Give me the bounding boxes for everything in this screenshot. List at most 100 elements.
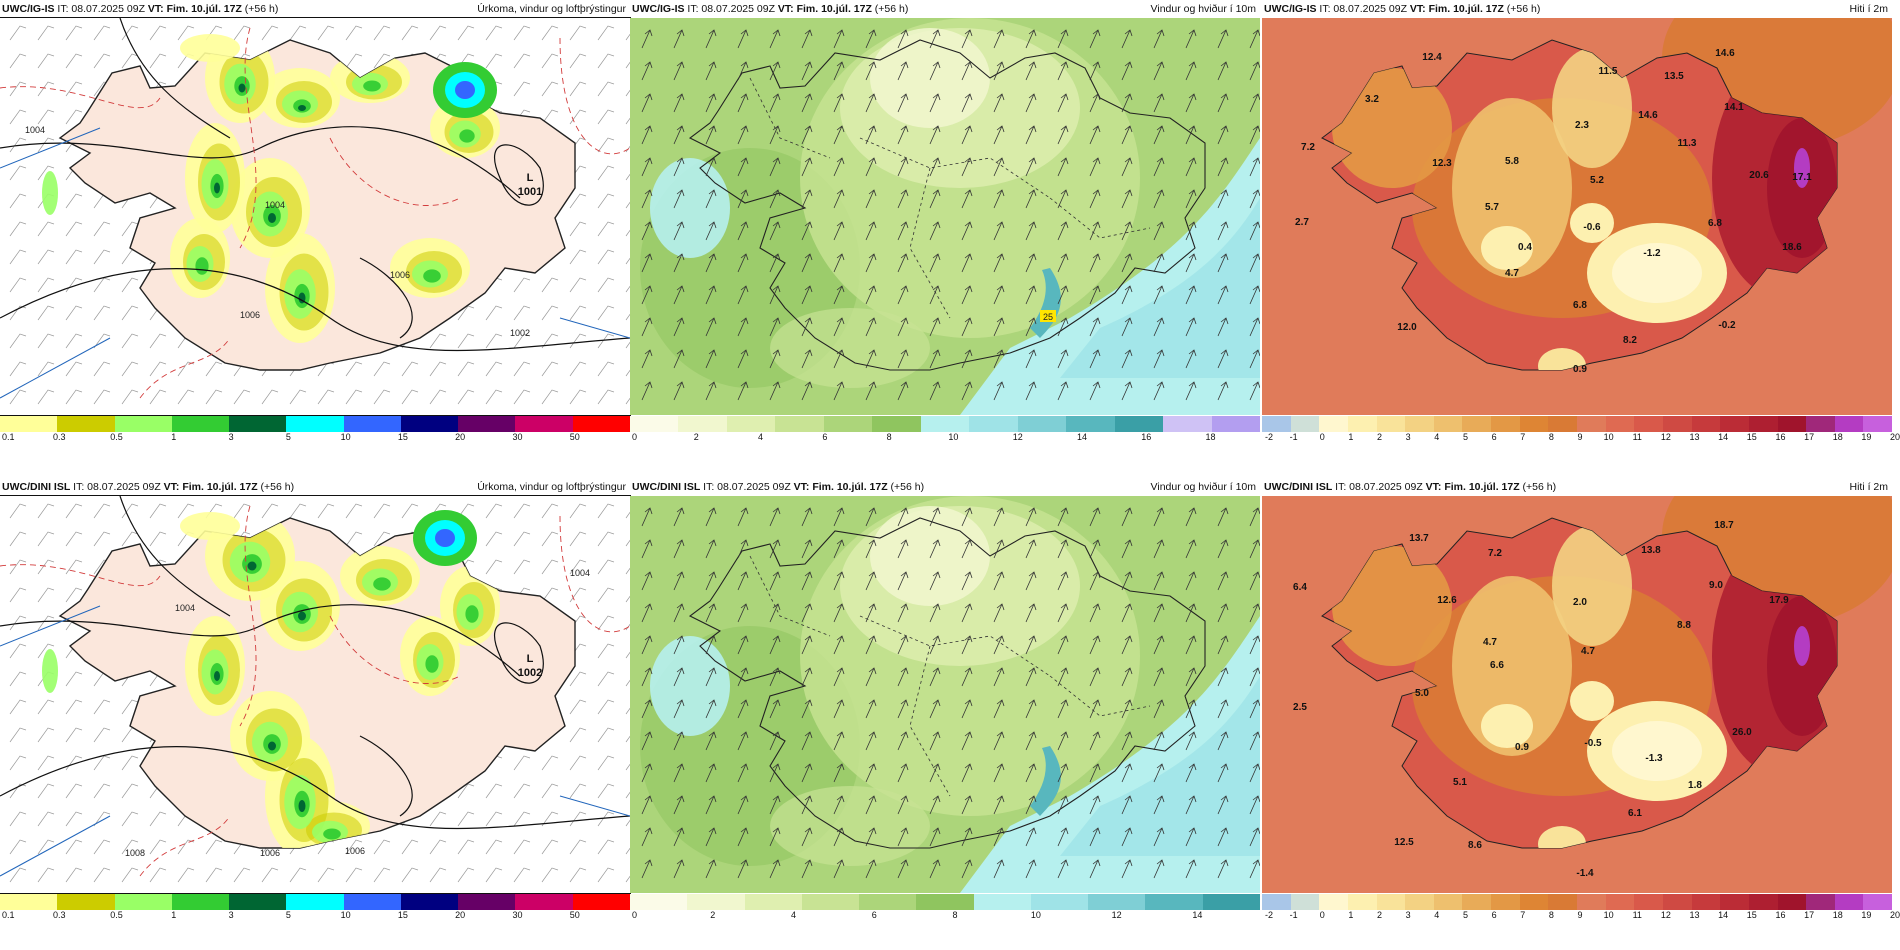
colorbar-tick-label: -2 bbox=[1265, 910, 1274, 920]
model-name: UWC/IG-IS bbox=[632, 3, 685, 15]
wind-arrow bbox=[1249, 667, 1260, 687]
colorbar-tick-label: 6 bbox=[822, 432, 828, 442]
wind-arrow bbox=[1121, 603, 1133, 623]
wind-arrow bbox=[801, 29, 813, 49]
lead-time: (+56 h) bbox=[1506, 3, 1541, 15]
wind-arrow bbox=[801, 859, 813, 879]
wind-barb bbox=[9, 755, 27, 771]
wind-barb bbox=[625, 763, 630, 771]
wind-barb bbox=[121, 221, 139, 237]
wind-arrow bbox=[1217, 317, 1229, 337]
map-svg: 1004 1004 1006 1006 1002 L 1001 bbox=[0, 18, 630, 415]
wind-barb bbox=[345, 53, 363, 69]
wind-barb bbox=[177, 389, 195, 405]
isobar-label: 1008 bbox=[125, 848, 145, 858]
temperature-label: 4.7 bbox=[1505, 268, 1519, 279]
wind-arrow bbox=[1217, 859, 1229, 879]
wind-arrow bbox=[641, 795, 653, 815]
wind-barb bbox=[149, 503, 167, 519]
wind-arrow bbox=[641, 571, 653, 591]
wind-arrow bbox=[737, 157, 749, 177]
wind-arrow bbox=[769, 763, 781, 783]
wind-barb bbox=[401, 867, 419, 883]
colorbar-tick-label: 8 bbox=[1548, 432, 1554, 442]
map-view[interactable]: 1004 1004 1006 1006 1002 L 1001 bbox=[0, 17, 631, 416]
colorbar-tick-label: 14 bbox=[1718, 910, 1729, 920]
wind-arrow bbox=[1121, 93, 1133, 113]
precip-area bbox=[373, 577, 391, 591]
colorbar-tick-label: 10 bbox=[1603, 432, 1614, 442]
colorbar-swatch bbox=[1319, 894, 1348, 910]
colorbar-swatch bbox=[744, 894, 802, 910]
colorbar-tick-label: 10 bbox=[340, 910, 351, 920]
map-view[interactable]: 12.4 14.6 3.2 11.5 13.5 7.2 14.1 2.3 14.6 11.3 12.… bbox=[1262, 18, 1892, 415]
wind-arrow bbox=[961, 571, 973, 591]
wind-arrow bbox=[1249, 317, 1260, 337]
wind-arrow bbox=[1121, 221, 1133, 241]
temperature-label: -0.2 bbox=[1718, 320, 1736, 331]
wind-barb bbox=[597, 249, 615, 265]
wind-arrow bbox=[1121, 667, 1133, 687]
wind-arrow bbox=[641, 253, 653, 273]
wind-arrow bbox=[865, 731, 877, 751]
wind-barb bbox=[289, 503, 307, 519]
wind-area bbox=[650, 158, 730, 258]
temperature-area bbox=[1794, 626, 1810, 666]
wind-barb bbox=[345, 867, 363, 883]
wind-arrow bbox=[1089, 635, 1101, 655]
wind-arrow bbox=[929, 859, 941, 879]
temperature-label: 2.3 bbox=[1575, 120, 1589, 131]
wind-barb bbox=[625, 567, 630, 575]
wind-arrow bbox=[1217, 731, 1229, 751]
colorbar-swatch bbox=[1114, 416, 1164, 432]
temperature-label: 12.3 bbox=[1432, 158, 1452, 169]
wind-barb bbox=[65, 361, 83, 377]
colorbar-tick-label: 16 bbox=[1775, 432, 1786, 442]
panel-r2c3: UWC/DINI ISL IT: 08.07.2025 09Z VT: Fim.… bbox=[1262, 478, 1900, 923]
isobar bbox=[0, 268, 630, 352]
isobar-label: 1004 bbox=[175, 603, 195, 613]
wind-arrow bbox=[641, 285, 653, 305]
temperature-label: -1.3 bbox=[1645, 753, 1663, 764]
map-view[interactable]: 1004 1004 1006 1006 1008 L 1002 bbox=[0, 495, 631, 894]
model-name: UWC/IG-IS bbox=[2, 3, 55, 15]
wind-barb bbox=[121, 755, 139, 771]
map-view[interactable] bbox=[630, 496, 1260, 893]
isobar-label: 1004 bbox=[265, 200, 285, 210]
wind-arrow bbox=[1249, 29, 1260, 49]
colorbar-swatch bbox=[973, 894, 1031, 910]
wind-arrow bbox=[865, 381, 877, 401]
wind-barb bbox=[625, 201, 630, 209]
temperature-label: 0.9 bbox=[1515, 742, 1529, 753]
colorbar-tick-label: 11 bbox=[1632, 432, 1642, 442]
wind-barb bbox=[569, 839, 587, 855]
wind-arrow bbox=[641, 667, 653, 687]
wind-arrow bbox=[769, 221, 781, 241]
map-view[interactable]: 25 bbox=[630, 18, 1260, 415]
wind-barb bbox=[121, 361, 139, 377]
wind-arrow bbox=[1121, 61, 1133, 81]
wind-area bbox=[770, 308, 930, 388]
wind-arrow bbox=[801, 539, 813, 559]
low-pressure-symbol: L bbox=[527, 653, 534, 665]
colorbar-swatch bbox=[630, 894, 688, 910]
temperature-label: 6.8 bbox=[1708, 218, 1722, 229]
colorbar-swatch bbox=[1163, 416, 1212, 432]
wind-arrow bbox=[897, 29, 909, 49]
wind-arrow bbox=[705, 93, 717, 113]
wind-arrow bbox=[833, 667, 845, 687]
lead-time: (+56 h) bbox=[890, 481, 925, 493]
isobar bbox=[119, 496, 231, 617]
colorbar-tick-label: 0.3 bbox=[53, 432, 66, 442]
wind-barb bbox=[457, 867, 475, 883]
wind-barb bbox=[149, 361, 167, 377]
precip-area bbox=[195, 257, 209, 275]
map-view[interactable]: 13.7 18.7 6.4 7.2 13.8 9.0 12.6 2.0 17.9 8.8 4.7 4.… bbox=[1262, 496, 1892, 893]
temperature-contour bbox=[0, 564, 161, 587]
colorbar bbox=[0, 416, 630, 432]
colorbar-tick-label: 13 bbox=[1689, 910, 1700, 920]
wind-arrow bbox=[833, 635, 845, 655]
isobar bbox=[0, 604, 521, 677]
wind-barb bbox=[9, 839, 27, 855]
wind-barb bbox=[121, 305, 139, 321]
